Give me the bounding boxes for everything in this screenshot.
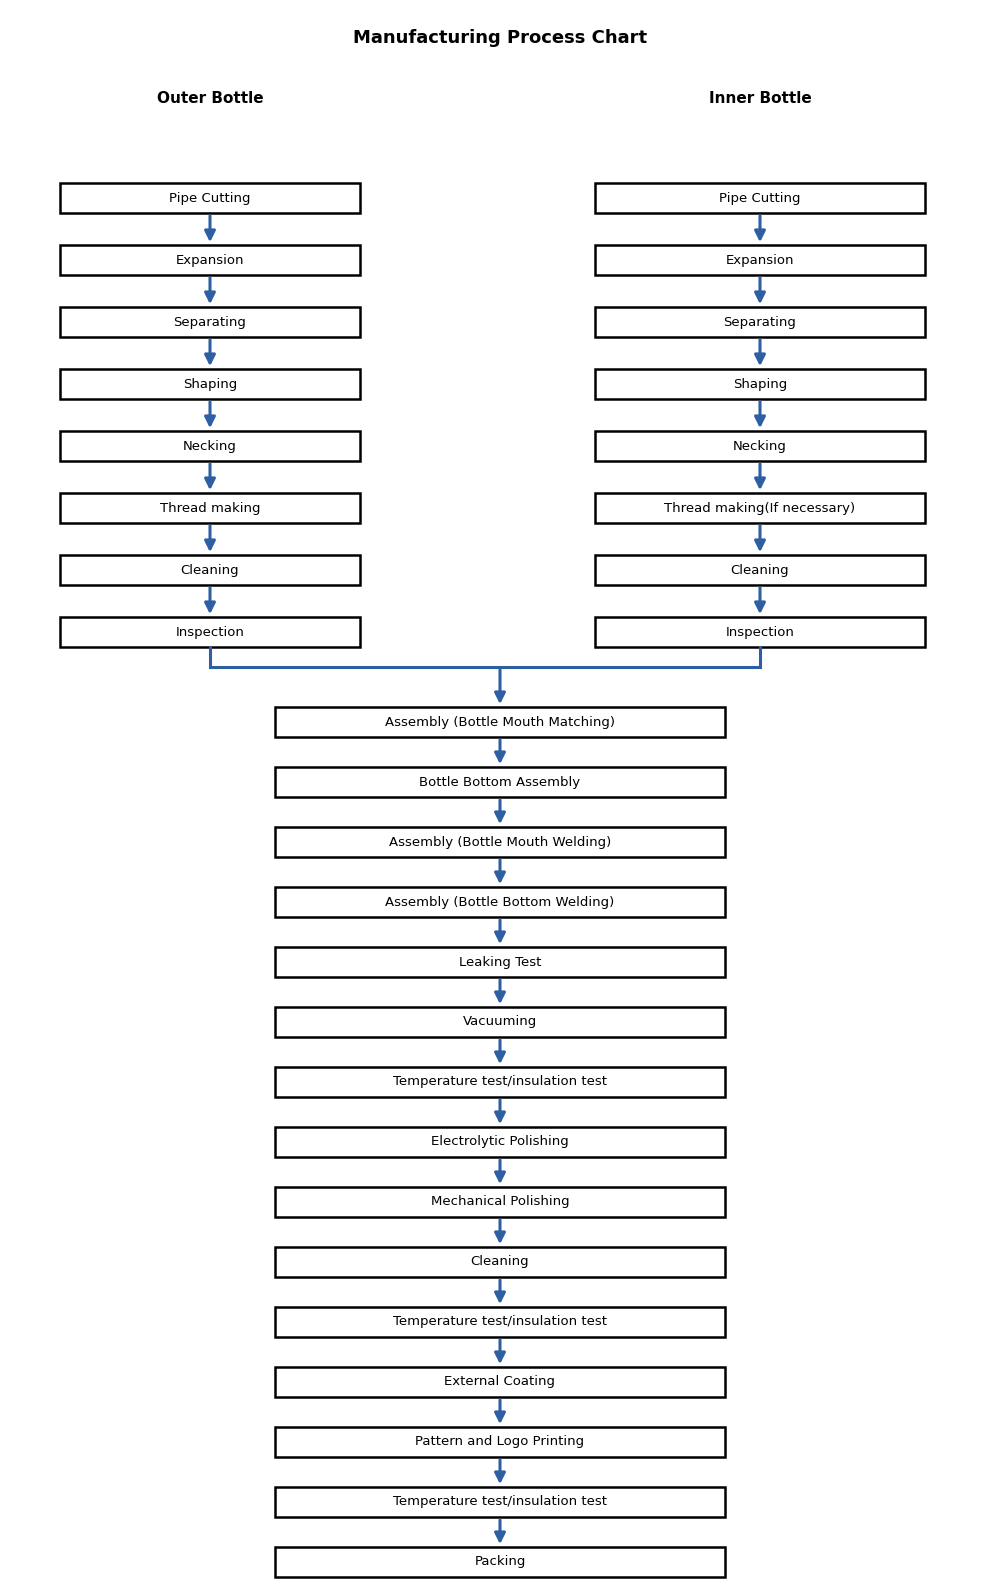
Text: Necking: Necking (183, 440, 237, 453)
Text: Electrolytic Polishing: Electrolytic Polishing (431, 1135, 569, 1149)
Text: Vacuuming: Vacuuming (463, 1016, 537, 1029)
FancyBboxPatch shape (595, 492, 925, 522)
FancyBboxPatch shape (595, 307, 925, 337)
Text: Assembly (Bottle Bottom Welding): Assembly (Bottle Bottom Welding) (385, 896, 615, 909)
Text: Expansion: Expansion (726, 253, 794, 266)
Text: Separating: Separating (174, 315, 246, 329)
Text: Assembly (Bottle Mouth Matching): Assembly (Bottle Mouth Matching) (385, 716, 615, 728)
FancyBboxPatch shape (275, 947, 725, 977)
Text: Inner Bottle: Inner Bottle (709, 90, 811, 106)
Text: Shaping: Shaping (183, 377, 237, 391)
FancyBboxPatch shape (275, 1486, 725, 1517)
Text: Cleaning: Cleaning (731, 564, 789, 576)
FancyBboxPatch shape (60, 307, 360, 337)
Text: Expansion: Expansion (176, 253, 244, 266)
Text: Thread making(If necessary): Thread making(If necessary) (664, 502, 856, 514)
FancyBboxPatch shape (275, 1067, 725, 1097)
Text: Pipe Cutting: Pipe Cutting (719, 192, 801, 204)
FancyBboxPatch shape (60, 492, 360, 522)
FancyBboxPatch shape (60, 184, 360, 214)
Text: Cleaning: Cleaning (181, 564, 239, 576)
FancyBboxPatch shape (275, 1547, 725, 1577)
Text: Shaping: Shaping (733, 377, 787, 391)
Text: Pipe Cutting: Pipe Cutting (169, 192, 251, 204)
Text: Assembly (Bottle Mouth Welding): Assembly (Bottle Mouth Welding) (389, 836, 611, 848)
FancyBboxPatch shape (595, 431, 925, 461)
FancyBboxPatch shape (275, 826, 725, 856)
Text: Temperature test/insulation test: Temperature test/insulation test (393, 1075, 607, 1089)
Text: External Coating: External Coating (444, 1376, 556, 1388)
FancyBboxPatch shape (595, 369, 925, 399)
FancyBboxPatch shape (275, 1426, 725, 1456)
Text: Mechanical Polishing: Mechanical Polishing (431, 1195, 569, 1208)
FancyBboxPatch shape (275, 1247, 725, 1277)
FancyBboxPatch shape (60, 431, 360, 461)
FancyBboxPatch shape (275, 886, 725, 917)
Text: Thread making: Thread making (160, 502, 260, 514)
FancyBboxPatch shape (275, 1187, 725, 1217)
FancyBboxPatch shape (60, 369, 360, 399)
FancyBboxPatch shape (595, 184, 925, 214)
FancyBboxPatch shape (60, 245, 360, 275)
Text: Pattern and Logo Printing: Pattern and Logo Printing (415, 1436, 585, 1448)
FancyBboxPatch shape (275, 1368, 725, 1398)
FancyBboxPatch shape (60, 617, 360, 647)
FancyBboxPatch shape (60, 556, 360, 586)
FancyBboxPatch shape (595, 556, 925, 586)
Text: Manufacturing Process Chart: Manufacturing Process Chart (353, 28, 647, 47)
Text: Necking: Necking (733, 440, 787, 453)
Text: Temperature test/insulation test: Temperature test/insulation test (393, 1315, 607, 1328)
FancyBboxPatch shape (595, 617, 925, 647)
FancyBboxPatch shape (275, 1127, 725, 1157)
Text: Inspection: Inspection (726, 625, 794, 638)
Text: Outer Bottle: Outer Bottle (157, 90, 263, 106)
Text: Temperature test/insulation test: Temperature test/insulation test (393, 1496, 607, 1509)
FancyBboxPatch shape (275, 1308, 725, 1338)
Text: Cleaning: Cleaning (471, 1255, 529, 1268)
Text: Separating: Separating (724, 315, 796, 329)
Text: Leaking Test: Leaking Test (459, 956, 541, 969)
Text: Bottle Bottom Assembly: Bottle Bottom Assembly (419, 776, 581, 788)
FancyBboxPatch shape (275, 708, 725, 738)
Text: Packing: Packing (474, 1556, 526, 1569)
FancyBboxPatch shape (275, 1007, 725, 1037)
Text: Inspection: Inspection (176, 625, 244, 638)
FancyBboxPatch shape (595, 245, 925, 275)
FancyBboxPatch shape (275, 768, 725, 796)
